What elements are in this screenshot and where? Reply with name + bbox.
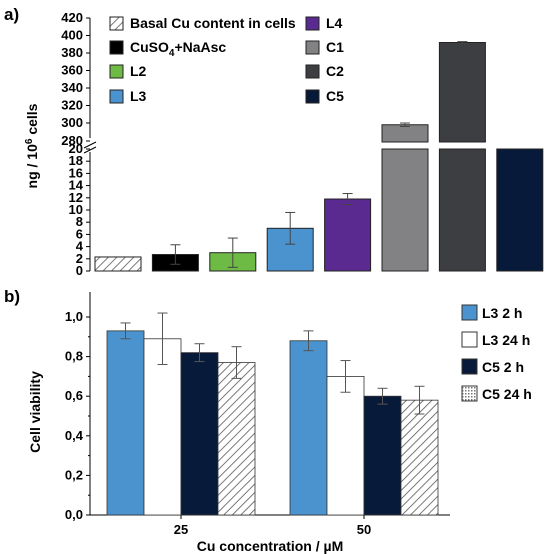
y-tick-label: 10 bbox=[69, 202, 83, 217]
bar-L3-24-h-50 bbox=[326, 375, 365, 516]
legend-swatch-4 bbox=[305, 16, 320, 31]
legend-swatch-0 bbox=[109, 16, 124, 31]
y-tick-label: 20 bbox=[69, 141, 83, 156]
y-tick-label: 0,0 bbox=[65, 507, 83, 522]
legend-label-0: L3 2 h bbox=[482, 305, 522, 321]
legend-swatch-3 bbox=[461, 385, 478, 402]
y-tick-label: 2 bbox=[76, 251, 83, 266]
y-tick-label: 420 bbox=[61, 10, 83, 25]
y-tick-label: 360 bbox=[61, 63, 83, 78]
legend-label-3: C5 24 h bbox=[482, 386, 532, 402]
legend-label-5: C1 bbox=[326, 39, 344, 55]
legend-label-1: L3 24 h bbox=[482, 332, 530, 348]
legend-label-2: L2 bbox=[130, 63, 147, 79]
legend-swatch-2 bbox=[461, 358, 478, 375]
legend-label-7: C5 bbox=[326, 88, 344, 104]
y-tick-label: 320 bbox=[61, 98, 83, 113]
y-tick-label: 8 bbox=[76, 214, 83, 229]
y-tick-label: 0 bbox=[76, 263, 83, 278]
x-tick-label: 50 bbox=[357, 522, 371, 537]
legend-label-3: L3 bbox=[130, 88, 147, 104]
legend-swatch-1 bbox=[109, 40, 124, 55]
bar-6 bbox=[438, 148, 486, 272]
panel-a-label: a) bbox=[4, 5, 19, 24]
legend-swatch-2 bbox=[109, 64, 124, 79]
y-tick-label: 1,0 bbox=[65, 309, 83, 324]
panel-b-chart: b) Cell viability Cu concentration / µM … bbox=[4, 287, 532, 554]
panel-b-bars bbox=[106, 312, 439, 516]
y-tick-label: 300 bbox=[61, 115, 83, 130]
y-tick-label: 380 bbox=[61, 45, 83, 60]
panel-a-bars bbox=[94, 41, 544, 272]
panel-b-legend: L3 2 h L3 24 h C5 2 h C5 24 h bbox=[461, 304, 532, 402]
legend-label-2: C5 2 h bbox=[482, 359, 524, 375]
legend-swatch-5 bbox=[305, 40, 320, 55]
y-tick-label: 6 bbox=[76, 226, 83, 241]
bar-C5-2-h-50 bbox=[363, 395, 402, 516]
bar-C5-2-h-25 bbox=[180, 352, 219, 516]
legend-label-4: L4 bbox=[326, 15, 343, 31]
panel-b-label: b) bbox=[4, 287, 20, 306]
legend-swatch-0 bbox=[461, 304, 478, 321]
y-tick-label: 14 bbox=[69, 178, 84, 193]
y-tick-label: 0,6 bbox=[65, 388, 83, 403]
x-tick-label: 25 bbox=[174, 522, 188, 537]
bar-L3-2-h-50 bbox=[289, 340, 328, 516]
legend-swatch-1 bbox=[461, 331, 478, 348]
bar-7 bbox=[496, 148, 544, 272]
y-tick-label: 12 bbox=[69, 190, 83, 205]
bar-C5-24-h-50 bbox=[400, 399, 439, 516]
bar-5 bbox=[381, 148, 429, 272]
axis-break-mark bbox=[83, 141, 97, 154]
bar-5-upper bbox=[381, 124, 429, 143]
bar-6-upper bbox=[438, 42, 486, 143]
panel-a-y-axis-label: ng / 106 cells bbox=[24, 103, 40, 188]
y-tick-label: 0,2 bbox=[65, 467, 83, 482]
legend-label-0: Basal Cu content in cells bbox=[130, 15, 296, 31]
panel-b-x-axis-label: Cu concentration / µM bbox=[197, 538, 344, 554]
legend-swatch-3 bbox=[109, 89, 124, 104]
bar-L3-2-h-25 bbox=[106, 330, 145, 516]
legend-label-1: CuSO4+NaAsc bbox=[130, 39, 226, 59]
panel-a-legend: Basal Cu content in cells CuSO4+NaAsc L2 L3… bbox=[109, 15, 344, 104]
bar-4 bbox=[324, 198, 372, 272]
bar-L3-24-h-25 bbox=[143, 338, 182, 516]
legend-label-6: C2 bbox=[326, 63, 344, 79]
bar-C5-24-h-25 bbox=[217, 362, 256, 516]
y-tick-label: 18 bbox=[69, 153, 83, 168]
y-tick-label: 0,8 bbox=[65, 349, 83, 364]
y-tick-label: 16 bbox=[69, 165, 83, 180]
y-tick-label: 4 bbox=[76, 239, 84, 254]
y-tick-label: 340 bbox=[61, 80, 83, 95]
y-tick-label: 0,4 bbox=[65, 428, 84, 443]
y-tick-label: 280 bbox=[61, 133, 83, 148]
legend-swatch-6 bbox=[305, 64, 320, 79]
bar-0 bbox=[94, 256, 142, 272]
panel-b-y-axis-label: Cell viability bbox=[27, 371, 43, 453]
y-tick-label: 400 bbox=[61, 28, 83, 43]
legend-swatch-7 bbox=[305, 89, 320, 104]
